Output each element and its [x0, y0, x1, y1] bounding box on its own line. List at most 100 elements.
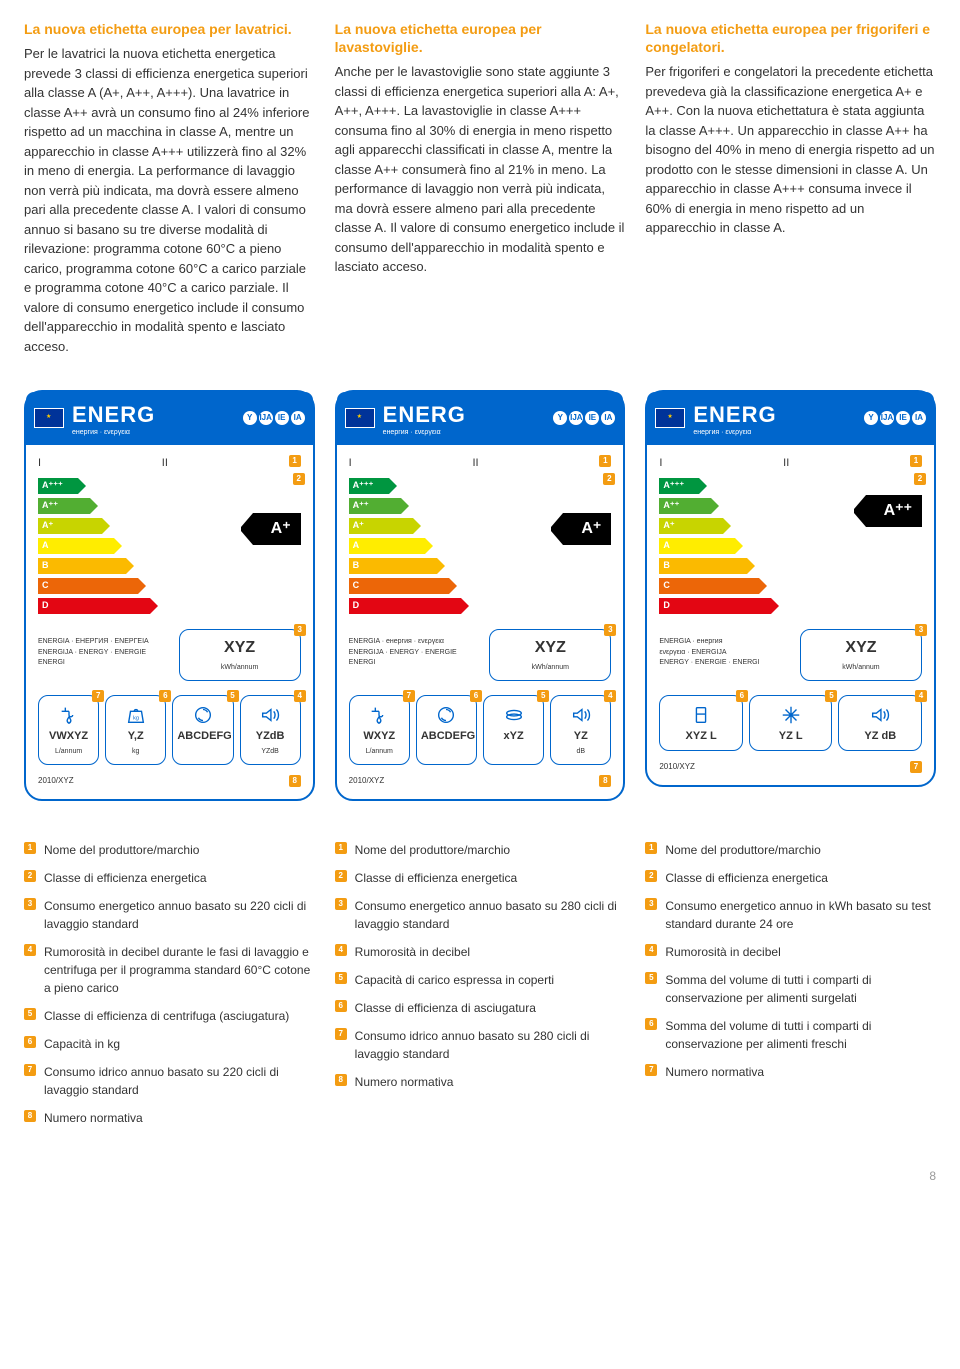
legend-number: 5 [645, 972, 657, 984]
section-body: Per frigoriferi e congelatori la precede… [645, 62, 936, 238]
legend-item: 1Nome del produttore/marchio [645, 841, 936, 859]
kwh-box: 3XYZkWh/annum [800, 629, 922, 681]
spec-box: 5xYZ [483, 695, 544, 765]
section-title: La nuova etichetta europea per lavatrici… [24, 20, 315, 38]
energy-arrow: A⁺⁺ [659, 498, 711, 514]
energ-suffixes: YIJAIEIA [553, 411, 615, 425]
legend-text: Classe di efficienza energetica [44, 869, 207, 887]
section-title: La nuova etichetta europea per lavastovi… [335, 20, 626, 56]
legend-item: 3Consumo energetico annuo basato su 280 … [335, 897, 626, 933]
energy-arrow: A⁺⁺⁺ [38, 478, 78, 494]
eu-flag-icon [345, 408, 375, 428]
legend-number: 6 [24, 1036, 36, 1048]
section-title: La nuova etichetta europea per frigorife… [645, 20, 936, 56]
energy-arrow: A⁺⁺⁺ [349, 478, 389, 494]
legend-number: 5 [335, 972, 347, 984]
legend-item: 7Numero normativa [645, 1063, 936, 1081]
legend-number: 2 [645, 870, 657, 882]
energ-sub: енергия · ενεργεια [383, 428, 466, 439]
legend-number: 6 [335, 1000, 347, 1012]
eu-flag-icon [655, 408, 685, 428]
spec-box: 4YZ dB [838, 695, 922, 752]
legend-text: Somma del volume di tutti i comparti di … [665, 971, 936, 1007]
legend-text: Somma del volume di tutti i comparti di … [665, 1017, 936, 1053]
energia-text: ENERGIA · енергия · ενεργειαENERGIJA · E… [349, 629, 484, 681]
maker-row: III1 [38, 455, 301, 472]
legend-item: 5 Classe di efficienza di centrifuga (asc… [24, 1007, 315, 1025]
energ-word: ENERG [72, 402, 155, 427]
legend-item: 2Classe di efficienza energetica [335, 869, 626, 887]
kwh-box: 3XYZkWh/annum [179, 629, 301, 681]
legend-text: Classe di efficienza energetica [665, 869, 828, 887]
energ-sub: енергия · ενεργεια [72, 428, 155, 439]
maker-row: III1 [349, 455, 612, 472]
legend-text: Nome del produttore/marchio [44, 841, 199, 859]
legend-text: Capacità in kg [44, 1035, 120, 1053]
section-body: Anche per le lavastoviglie sono state ag… [335, 62, 626, 277]
legend-number: 5 [24, 1008, 36, 1020]
energy-arrow: C [349, 578, 449, 594]
legend-text: Nome del produttore/marchio [355, 841, 510, 859]
legend-item: 3 Consumo energetico annuo in kWh basato … [645, 897, 936, 933]
class-badge: A⁺ [253, 513, 301, 545]
legend-item: 7Consumo idrico annuo basato su 220 cicl… [24, 1063, 315, 1099]
legend-item: 7 Consumo idrico annuo basato su 280 cicl… [335, 1027, 626, 1063]
legend-item: 6 Capacità in kg [24, 1035, 315, 1053]
legend-number: 2 [335, 870, 347, 882]
page-number: 8 [24, 1167, 936, 1185]
legend-text: Rumorosità in decibel durante le fasi di… [44, 943, 315, 997]
legend-text: Consumo energetico annuo basato su 280 c… [355, 897, 626, 933]
legend-item: 1Nome del produttore/marchio [24, 841, 315, 859]
legend-item: 8Numero normativa [335, 1073, 626, 1091]
legend-text: Consumo energetico annuo in kWh basato s… [665, 897, 936, 933]
energ-word: ENERG [693, 402, 776, 427]
spec-box: 5YZ L [749, 695, 833, 752]
legend-item: 4 Rumorosità in decibel durante le fasi d… [24, 943, 315, 997]
energia-text: ENERGIA · ЕНЕРГИЯ · ΕΝΕΡΓΕΙΑENERGIJA · E… [38, 629, 173, 681]
legend-number: 7 [645, 1064, 657, 1076]
energy-label: ENERGенергия · ενεργεια YIJAIEIA III1 2 … [335, 390, 626, 801]
legend-text: Classe di efficienza di asciugatura [355, 999, 536, 1017]
legend-text: Rumorosità in decibel [355, 943, 470, 961]
energ-sub: енергия · ενεργεια [693, 428, 776, 439]
arrow-scale: 2 A⁺⁺⁺A⁺⁺A⁺ABCD A⁺ [349, 477, 612, 615]
legend-item: 8 Numero normativa [24, 1109, 315, 1127]
spec-box: 6XYZ L [659, 695, 743, 752]
legend-number: 7 [335, 1028, 347, 1040]
legend-number: 8 [24, 1110, 36, 1122]
regulation-row: 2010/XYZ8 [349, 775, 612, 787]
legend-number: 3 [645, 898, 657, 910]
energy-arrow: D [349, 598, 461, 614]
label-header: ENERGенергия · ενεργεια YIJAIEIA [337, 392, 624, 445]
legend-item: 3Consumo energetico annuo basato su 220 … [24, 897, 315, 933]
legend-number: 4 [24, 944, 36, 956]
legend-number: 4 [335, 944, 347, 956]
energy-arrow: B [349, 558, 437, 574]
legend-text: Capacità di carico espressa in coperti [355, 971, 554, 989]
legend-text: Numero normativa [44, 1109, 143, 1127]
energy-label: ENERGенергия · ενεργεια YIJAIEIA III1 2 … [24, 390, 315, 801]
spec-box: 6ABCDEFG [416, 695, 477, 765]
energy-arrow: D [659, 598, 771, 614]
spec-box: 7VWXYZL/annum [38, 695, 99, 765]
eu-flag-icon [34, 408, 64, 428]
spec-box: 5ABCDEFG [172, 695, 233, 765]
legend-text: Classe di efficienza di centrifuga (asci… [44, 1007, 289, 1025]
legend-number: 1 [645, 842, 657, 854]
arrow-scale: 2 A⁺⁺⁺A⁺⁺A⁺ABCD A⁺ [38, 477, 301, 615]
energy-arrow: A⁺ [349, 518, 413, 534]
legend-text: Numero normativa [355, 1073, 454, 1091]
label-header: ENERGенергия · ενεργεια YIJAIEIA [26, 392, 313, 445]
energy-arrow: A⁺ [38, 518, 102, 534]
spec-box: 4YZdBYZdB [240, 695, 301, 765]
legend-number: 1 [335, 842, 347, 854]
energy-arrow: B [659, 558, 747, 574]
regulation-row: 2010/XYZ8 [38, 775, 301, 787]
legend-number: 7 [24, 1064, 36, 1076]
spec-box: 7WXYZL/annum [349, 695, 410, 765]
energy-arrow: A⁺ [659, 518, 723, 534]
energy-arrow: A [659, 538, 735, 554]
legend-text: Consumo idrico annuo basato su 280 cicli… [355, 1027, 626, 1063]
energ-suffixes: YIJAIEIA [243, 411, 305, 425]
legend-number: 2 [24, 870, 36, 882]
